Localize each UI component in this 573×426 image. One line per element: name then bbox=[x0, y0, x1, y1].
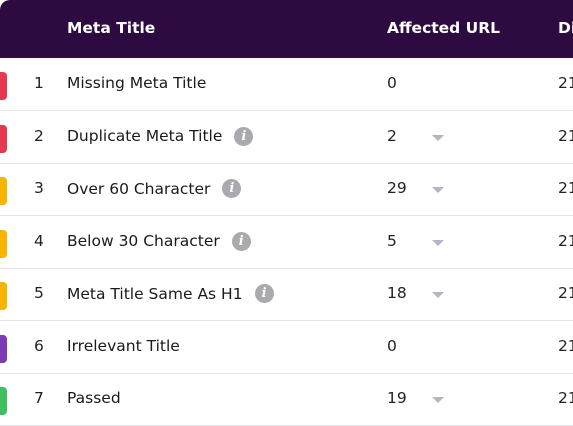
info-icon[interactable]: i bbox=[231, 231, 251, 251]
truncated-column-value: 21 bbox=[558, 389, 573, 407]
issue-label-text: Below 30 Character bbox=[67, 232, 220, 250]
row-number: 3 bbox=[34, 179, 44, 197]
truncated-column-value: 21 bbox=[558, 126, 573, 145]
truncated-column-value: 21 bbox=[558, 231, 573, 250]
affected-url-count: 0 bbox=[387, 336, 397, 355]
table-header: Meta Title Affected URL Di bbox=[0, 0, 573, 58]
table-row: 5 Meta Title Same As H1 i 18 21 bbox=[0, 268, 573, 321]
issue-label: Over 60 Character i bbox=[67, 179, 242, 198]
table-row: 6 Irrelevant Title 0 21 bbox=[0, 321, 573, 374]
issue-label: Missing Meta Title bbox=[67, 74, 206, 92]
truncated-column-value: 21 bbox=[558, 336, 573, 355]
row-number: 4 bbox=[34, 231, 44, 250]
issue-label: Below 30 Character i bbox=[67, 231, 251, 251]
issue-label-text: Missing Meta Title bbox=[67, 74, 207, 92]
chevron-down-icon[interactable] bbox=[432, 239, 444, 246]
issue-label-text: Irrelevant Title bbox=[67, 336, 180, 355]
truncated-column-value: 21 bbox=[558, 179, 573, 197]
table-row: 1 Missing Meta Title 0 21 bbox=[0, 58, 573, 111]
issue-label-text: Over 60 Character bbox=[67, 179, 211, 198]
info-icon[interactable]: i bbox=[222, 179, 242, 198]
issue-label: Irrelevant Title bbox=[67, 337, 180, 355]
severity-indicator bbox=[0, 124, 7, 153]
chevron-down-icon[interactable] bbox=[432, 187, 444, 193]
issue-label-text: Passed bbox=[67, 389, 121, 407]
column-header-affected-url[interactable]: Affected URL bbox=[387, 19, 501, 37]
table-row: 7 Passed 19 21 bbox=[0, 373, 573, 426]
table-row: 3 Over 60 Character i 29 21 bbox=[0, 163, 573, 216]
info-icon[interactable]: i bbox=[234, 126, 254, 146]
affected-url-count: 18 bbox=[387, 284, 407, 302]
truncated-column-value: 21 bbox=[558, 74, 573, 92]
affected-url-count: 2 bbox=[387, 126, 397, 145]
affected-url-count: 19 bbox=[387, 389, 407, 407]
severity-indicator bbox=[0, 282, 7, 310]
issue-label-text: Meta Title Same As H1 bbox=[67, 284, 243, 303]
severity-indicator bbox=[0, 334, 7, 363]
issue-label-text: Duplicate Meta Title bbox=[67, 127, 223, 145]
issue-label: Passed bbox=[67, 389, 121, 407]
table-row: 2 Duplicate Meta Title i 2 21 bbox=[0, 111, 573, 164]
row-number: 7 bbox=[34, 389, 44, 407]
issue-label: Duplicate Meta Title i bbox=[67, 126, 254, 146]
affected-url-count: 29 bbox=[387, 179, 407, 197]
row-number: 1 bbox=[34, 74, 44, 92]
truncated-column-value: 21 bbox=[558, 284, 573, 302]
info-icon[interactable]: i bbox=[254, 284, 274, 303]
issue-label: Meta Title Same As H1 i bbox=[67, 284, 274, 303]
chevron-down-icon[interactable] bbox=[432, 134, 444, 141]
chevron-down-icon[interactable] bbox=[432, 397, 444, 403]
severity-indicator bbox=[0, 72, 7, 100]
column-header-truncated[interactable]: Di bbox=[558, 19, 573, 37]
severity-indicator bbox=[0, 387, 7, 415]
chevron-down-icon[interactable] bbox=[432, 292, 444, 298]
severity-indicator bbox=[0, 229, 7, 258]
row-number: 2 bbox=[34, 126, 44, 145]
affected-url-count: 0 bbox=[387, 74, 397, 92]
row-number: 6 bbox=[34, 336, 44, 355]
row-number: 5 bbox=[34, 284, 44, 302]
affected-url-count: 5 bbox=[387, 231, 397, 250]
table-row: 4 Below 30 Character i 5 21 bbox=[0, 216, 573, 269]
severity-indicator bbox=[0, 177, 7, 205]
column-header-meta-title[interactable]: Meta Title bbox=[67, 19, 156, 37]
